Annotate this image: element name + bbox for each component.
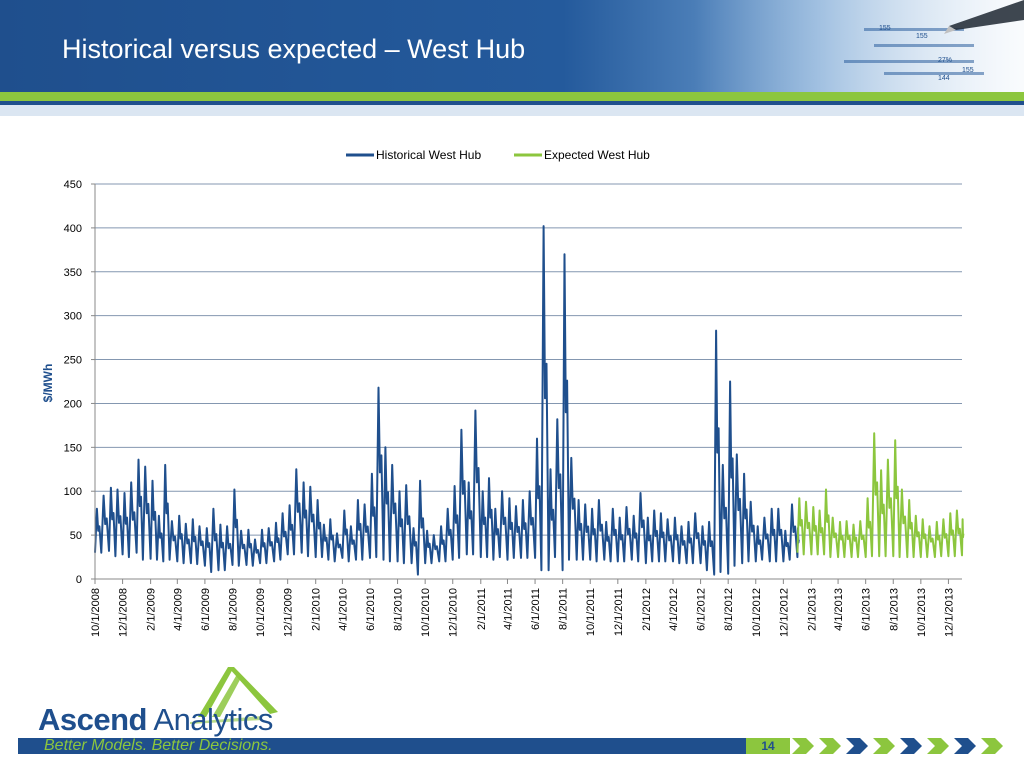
legend-label: Historical West Hub xyxy=(376,148,481,162)
x-tick-label: 6/1/2010 xyxy=(365,588,377,631)
header-stripe-light xyxy=(0,105,1024,116)
y-tick-label: 450 xyxy=(64,179,82,191)
art-number: 155 xyxy=(916,33,928,40)
x-tick-label: 8/1/2011 xyxy=(558,588,570,630)
legend-label: Expected West Hub xyxy=(544,148,650,162)
x-tick-label: 4/1/2009 xyxy=(172,588,184,631)
y-tick-label: 350 xyxy=(64,267,82,279)
price-chart: 0 50 100 150 200 250 300 350 400 450 10/1/2008 12/… xyxy=(41,148,965,637)
x-tick-label: 6/1/2009 xyxy=(200,588,212,631)
y-tick-label: 300 xyxy=(64,311,82,323)
chevron-icon xyxy=(792,738,814,754)
y-axis-ticks: 0 50 100 150 200 250 300 350 400 450 xyxy=(64,179,95,586)
y-tick-label: 50 xyxy=(70,530,82,542)
legend-item: Historical West Hub xyxy=(346,148,481,162)
chevron-icon xyxy=(927,738,949,754)
chevron-icon xyxy=(873,738,895,754)
x-tick-label: 8/1/2013 xyxy=(888,588,900,631)
logo-word-bold: Ascend xyxy=(38,702,147,737)
company-logo-text: Ascend Analytics xyxy=(38,702,273,738)
x-tick-label: 12/1/2010 xyxy=(448,588,460,637)
x-tick-label: 2/1/2009 xyxy=(146,588,158,631)
y-tick-label: 400 xyxy=(64,223,82,235)
x-tick-label: 12/1/2008 xyxy=(118,588,130,637)
x-tick-label: 12/1/2013 xyxy=(943,588,955,637)
page-number: 14 xyxy=(746,738,790,754)
art-number: 155 xyxy=(879,25,891,32)
chevron-icon xyxy=(846,738,868,754)
header-stripe-green xyxy=(0,92,1024,101)
art-number: 144 xyxy=(938,75,950,82)
x-axis-ticks: 10/1/2008 12/1/2008 2/1/2009 4/1/2009 6/1/20… xyxy=(90,579,955,637)
x-tick-label: 10/1/2012 xyxy=(751,588,763,637)
x-tick-label: 2/1/2013 xyxy=(806,588,818,631)
legend-item: Expected West Hub xyxy=(514,148,650,162)
series-line xyxy=(94,225,800,576)
x-tick-label: 4/1/2013 xyxy=(833,588,845,631)
gridlines xyxy=(95,183,962,536)
x-tick-label: 2/1/2011 xyxy=(476,588,488,630)
x-tick-label: 8/1/2010 xyxy=(393,588,405,631)
series-expected xyxy=(796,432,965,559)
financial-chart-illustration: 155 155 27% 155 144 xyxy=(694,0,1024,92)
x-tick-label: 6/1/2011 xyxy=(530,588,542,630)
x-tick-label: 12/1/2009 xyxy=(283,588,295,637)
ascend-logo-mark xyxy=(190,667,278,724)
slide-title: Historical versus expected – West Hub xyxy=(62,34,526,64)
x-tick-label: 10/1/2010 xyxy=(420,588,432,637)
series-line xyxy=(796,432,965,559)
x-tick-label: 10/1/2011 xyxy=(585,588,597,636)
y-tick-label: 100 xyxy=(64,486,82,498)
logo-word-light: Analytics xyxy=(146,702,273,737)
art-number: 155 xyxy=(962,67,974,74)
art-number: 27% xyxy=(938,57,952,64)
chevron-icon xyxy=(819,738,841,754)
series-lines xyxy=(94,225,965,576)
x-tick-label: 2/1/2012 xyxy=(641,588,653,631)
x-tick-label: 4/1/2011 xyxy=(502,588,514,630)
x-tick-label: 2/1/2010 xyxy=(311,588,323,631)
legend: Historical West Hub Expected West Hub xyxy=(346,148,650,162)
x-tick-label: 8/1/2012 xyxy=(723,588,735,631)
slide-header: 155 155 27% 155 144 Historical versus ex… xyxy=(0,0,1024,92)
series-historical xyxy=(94,225,800,576)
company-tagline: Better Models. Better Decisions. xyxy=(44,737,273,754)
x-tick-label: 6/1/2013 xyxy=(861,588,873,631)
axes xyxy=(94,184,962,580)
y-tick-label: 200 xyxy=(64,398,82,410)
y-tick-label: 250 xyxy=(64,355,82,367)
x-tick-label: 4/1/2010 xyxy=(337,588,349,631)
header-stripe-blue xyxy=(0,101,1024,105)
x-tick-label: 12/1/2012 xyxy=(778,588,790,637)
chevron-icon xyxy=(900,738,922,754)
x-tick-label: 10/1/2013 xyxy=(916,588,928,637)
chevron-arrows-icon xyxy=(792,738,1003,754)
y-tick-label: 0 xyxy=(76,574,82,586)
chevron-icon xyxy=(954,738,976,754)
x-tick-label: 12/1/2011 xyxy=(613,588,625,636)
x-tick-label: 10/1/2009 xyxy=(255,588,267,637)
y-axis-label: $/MWh xyxy=(41,364,55,403)
y-tick-label: 150 xyxy=(64,442,82,454)
footer-bar xyxy=(18,738,778,754)
chevron-icon xyxy=(981,738,1003,754)
x-tick-label: 10/1/2008 xyxy=(90,588,102,637)
x-tick-label: 8/1/2009 xyxy=(227,588,239,631)
x-tick-label: 4/1/2012 xyxy=(668,588,680,631)
x-tick-label: 6/1/2012 xyxy=(696,588,708,631)
